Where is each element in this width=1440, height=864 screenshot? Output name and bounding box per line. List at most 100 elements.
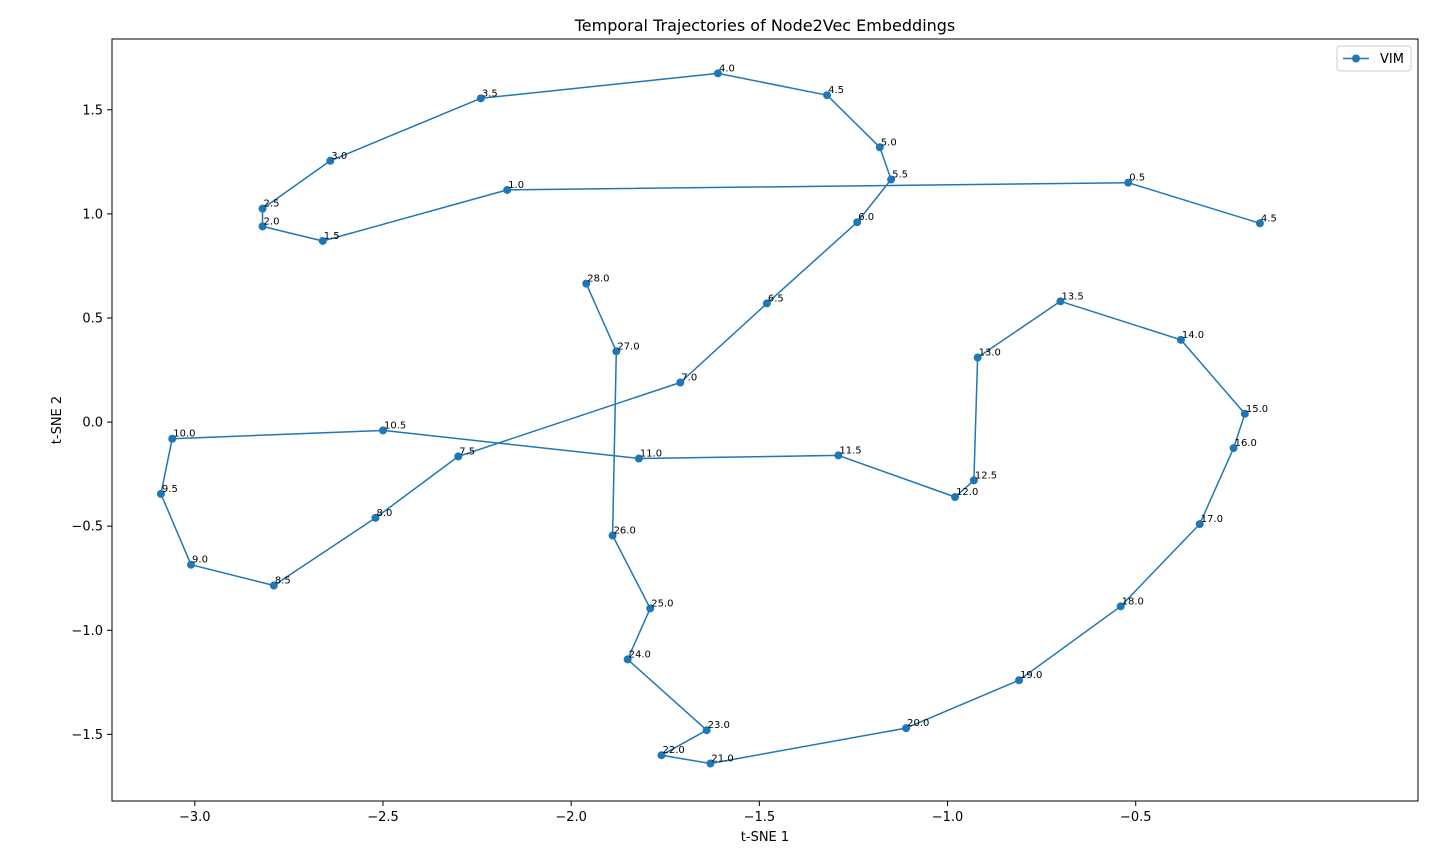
data-point-label: 11.0	[640, 449, 662, 460]
data-point-label: 3.0	[331, 151, 347, 162]
x-axis-label: t-SNE 1	[741, 830, 789, 845]
data-point	[1116, 602, 1125, 611]
data-point	[1056, 297, 1065, 306]
data-point-label: 13.5	[1061, 291, 1083, 302]
data-point-label: 9.5	[162, 484, 178, 495]
data-point-label: 11.5	[839, 445, 861, 456]
y-tick-label: 0.0	[82, 416, 103, 431]
x-tick-label: −3.0	[179, 810, 211, 825]
data-point	[503, 185, 512, 194]
data-point-label: 5.5	[892, 170, 908, 181]
data-point-label: 6.0	[858, 212, 874, 223]
legend: VIM	[1336, 45, 1412, 72]
data-point	[371, 513, 380, 522]
data-point	[608, 531, 617, 540]
data-point-label: 16.0	[1235, 438, 1257, 449]
data-point	[887, 175, 896, 184]
series-line-vim	[160, 72, 1261, 765]
data-point	[951, 493, 960, 502]
data-point-label: 8.0	[376, 508, 392, 519]
data-point	[1195, 520, 1204, 529]
data-point-label: 6.5	[768, 293, 784, 304]
data-point-label: 1.5	[324, 231, 340, 242]
data-point-label: 13.0	[979, 348, 1001, 359]
plot-frame	[111, 38, 1419, 802]
legend-point-marker	[1352, 54, 1360, 63]
data-point	[1240, 409, 1249, 418]
x-tick-label: −2.5	[367, 810, 399, 825]
data-point-label: 12.5	[975, 470, 997, 481]
x-tick-label: −2.0	[555, 810, 587, 825]
data-point-label: 14.0	[1182, 330, 1204, 341]
data-point	[156, 489, 165, 498]
data-point-label: 23.0	[708, 720, 730, 731]
y-tick-label: 0.5	[82, 311, 103, 326]
data-point	[187, 560, 196, 569]
data-point-label: 24.0	[629, 649, 651, 660]
data-point-label: 12.0	[956, 487, 978, 498]
data-point	[1015, 676, 1024, 685]
data-point	[318, 236, 327, 245]
data-point-label: 3.5	[482, 88, 498, 99]
data-point	[258, 222, 267, 231]
y-tick-label: −1.5	[71, 728, 103, 743]
y-tick-label: −1.0	[71, 624, 103, 639]
data-point-label: 22.0	[662, 745, 684, 756]
data-point-label: 20.0	[907, 718, 929, 729]
data-point	[1229, 444, 1238, 453]
data-point	[762, 299, 771, 308]
data-point-label: 0.5	[1129, 173, 1145, 184]
data-point	[1255, 219, 1264, 228]
data-point-label: 21.0	[711, 754, 733, 765]
data-point	[973, 353, 982, 362]
y-axis: −1.5 −1.0 −0.5 0.0 0.5 1.0 1.5	[71, 103, 112, 743]
data-point-label: 8.5	[275, 576, 291, 587]
data-point-label: 7.5	[459, 446, 475, 457]
data-point-label: 26.0	[614, 526, 636, 537]
legend-box	[1336, 45, 1412, 72]
data-point-label: 1.0	[508, 180, 524, 191]
data-point	[657, 751, 666, 760]
data-point-label: 28.0	[587, 274, 609, 285]
data-point-label: 4.5	[1261, 213, 1277, 224]
data-point-label: 7.0	[681, 373, 697, 384]
data-point	[326, 156, 335, 165]
data-point	[676, 378, 685, 387]
data-point-label: 27.0	[617, 341, 639, 352]
data-point	[1176, 335, 1185, 344]
data-point-label: 17.0	[1201, 514, 1223, 525]
data-point	[582, 279, 591, 288]
x-tick-label: −1.0	[932, 810, 964, 825]
data-point-label: 25.0	[651, 598, 673, 609]
data-point	[823, 91, 832, 100]
data-point-label: 18.0	[1122, 596, 1144, 607]
data-point-label: 4.5	[828, 85, 844, 96]
data-point-label: 10.0	[173, 429, 195, 440]
data-point	[476, 94, 485, 103]
legend-entry-label: VIM	[1380, 52, 1404, 67]
data-point-label: 15.0	[1246, 404, 1268, 415]
data-point	[969, 476, 978, 485]
data-point-label: 2.0	[264, 216, 280, 227]
data-point	[623, 655, 632, 664]
data-point	[834, 451, 843, 460]
data-point-label: 19.0	[1020, 670, 1042, 681]
data-point-label: 10.5	[384, 420, 406, 431]
x-tick-label: −1.5	[744, 810, 776, 825]
data-point	[634, 454, 643, 463]
y-tick-label: 1.0	[82, 207, 103, 222]
data-point	[612, 347, 621, 356]
data-point-label: 9.0	[192, 555, 208, 566]
data-point	[875, 143, 884, 152]
x-tick-label: −0.5	[1120, 810, 1152, 825]
data-point	[702, 726, 711, 735]
data-point	[269, 581, 278, 590]
data-point	[713, 69, 722, 78]
data-point	[1124, 178, 1133, 187]
series-layer: 4.5 0.5 1.0 1.5 2.0 2.5 3.0 3.5 4.0 4.5 5.0 5.5 6.0 6…	[156, 63, 1277, 768]
data-point	[378, 426, 387, 435]
data-point	[853, 218, 862, 227]
data-point-label: 2.5	[264, 199, 280, 210]
chart-title: Temporal Trajectories of Node2Vec Embedd…	[574, 16, 956, 35]
